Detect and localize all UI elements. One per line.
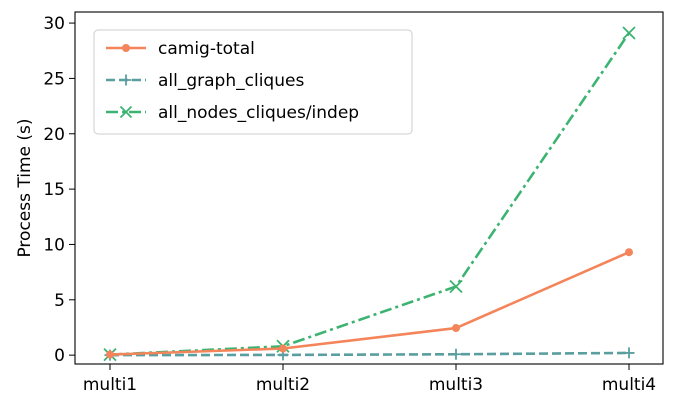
legend-marker-1 — [120, 74, 132, 86]
point-all_nodes_cliques/indep-3 — [622, 26, 636, 40]
plot-area — [103, 26, 636, 362]
legend: camig-total all_graph_cliques all_nodes_cl… — [93, 29, 413, 135]
point-camig-total-2 — [452, 324, 460, 333]
y-tick-label-5: 25 — [43, 69, 65, 89]
axes: 0 5 10 15 20 25 30 multi1 multi2 multi3 multi4 — [43, 11, 664, 395]
y-tick-label-3: 15 — [43, 180, 65, 200]
y-tick-label-2: 10 — [43, 235, 65, 255]
legend-box — [93, 29, 413, 135]
x-tick-label-1: multi2 — [256, 375, 310, 395]
point-all_graph_cliques-3 — [623, 347, 635, 359]
point-all_graph_cliques-2 — [450, 348, 462, 360]
y-axis-title: Process Time (s) — [15, 118, 35, 257]
point-camig-total-0 — [106, 350, 114, 359]
y-tick-label-4: 20 — [43, 125, 65, 145]
point-camig-total-1 — [279, 344, 287, 353]
x-tick-label-3: multi4 — [602, 375, 656, 395]
y-tick-label-1: 5 — [54, 291, 65, 311]
legend-marker-2 — [119, 105, 133, 119]
legend-label-1: all_graph_cliques — [158, 71, 304, 91]
legend-label-0: camig-total — [158, 39, 255, 59]
plot-frame — [74, 11, 664, 365]
point-all_nodes_cliques/indep-2 — [449, 279, 463, 294]
x-tick-label-2: multi3 — [429, 375, 483, 395]
x-tick-label-0: multi1 — [83, 375, 137, 395]
y-tick-label-6: 30 — [43, 14, 65, 34]
point-camig-total-3 — [625, 248, 633, 257]
series-line-all_graph_cliques — [109, 351, 630, 357]
legend-label-2: all_nodes_cliques/indep — [158, 103, 359, 123]
series-line-camig-total — [109, 251, 630, 356]
legend-marker-0 — [122, 44, 130, 52]
y-tick-label-0: 0 — [54, 346, 65, 366]
